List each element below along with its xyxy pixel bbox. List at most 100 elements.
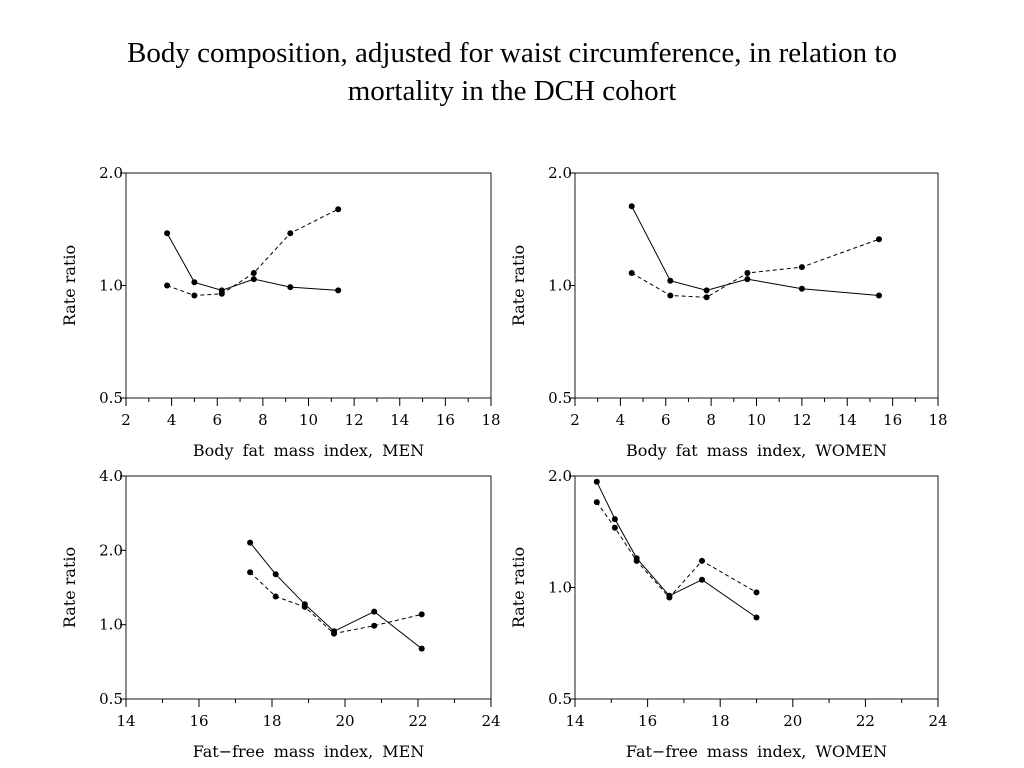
panel-body-fat-men: 2 4 6 8 10 12 14 16 18 0.5 1.0 2.0 Body fat mass ind… bbox=[60, 164, 501, 460]
y-axis-label: Rate ratio bbox=[60, 547, 79, 628]
x-tick-label: 14 bbox=[838, 411, 857, 429]
series-solid-line bbox=[166, 232, 339, 291]
series-solid-point bbox=[667, 277, 674, 284]
x-tick-label: 24 bbox=[481, 712, 500, 730]
plot-frame bbox=[125, 475, 492, 700]
x-tick-label: 14 bbox=[116, 712, 135, 730]
series-solid-point bbox=[798, 285, 805, 292]
y-tick-label: 1.0 bbox=[99, 277, 123, 295]
y-tick-label: 2.0 bbox=[99, 541, 123, 559]
series-dashed-point bbox=[744, 270, 751, 276]
y-axis-label: Rate ratio bbox=[509, 547, 528, 628]
series-dashed-point bbox=[335, 206, 342, 213]
x-tick-label: 16 bbox=[189, 712, 208, 730]
series-dashed-point bbox=[703, 294, 710, 301]
x-tick-label: 2 bbox=[570, 411, 580, 429]
series-solid-point bbox=[628, 203, 635, 210]
series-dashed-line bbox=[166, 208, 339, 297]
plot-frame bbox=[574, 475, 939, 700]
x-tick-label: 14 bbox=[390, 411, 409, 429]
x-axis-label: Fat−free mass index, MEN bbox=[193, 742, 425, 761]
series-dashed-point bbox=[699, 557, 705, 564]
series-solid-point bbox=[418, 645, 425, 652]
x-tick-label: 6 bbox=[212, 411, 222, 429]
panel-body-fat-women: 2 4 6 8 10 12 14 16 18 0.5 1.0 2.0 Body fat mass ind… bbox=[509, 164, 948, 460]
y-tick-label: 1.0 bbox=[99, 616, 123, 634]
series-dashed-point bbox=[666, 594, 673, 601]
series-dashed-point bbox=[247, 569, 254, 576]
series-dashed-point bbox=[191, 292, 198, 299]
panel-fat-free-women: 14 16 18 20 22 24 0.5 1.0 2.0 Fat−free mass index… bbox=[509, 467, 948, 761]
x-tick-label: 4 bbox=[616, 411, 626, 429]
x-axis-label: Body fat mass index, MEN bbox=[193, 441, 424, 460]
x-tick-label: 22 bbox=[408, 712, 427, 730]
series-solid-point bbox=[744, 276, 751, 283]
series-solid-point bbox=[371, 608, 378, 615]
x-tick-label: 18 bbox=[481, 411, 500, 429]
series-solid-point bbox=[593, 478, 600, 485]
y-axis-label: Rate ratio bbox=[60, 245, 79, 326]
series-solid-point bbox=[191, 279, 198, 286]
x-tick-label: 20 bbox=[335, 712, 354, 730]
y-tick-label: 4.0 bbox=[99, 467, 123, 485]
series-dashed-point bbox=[287, 230, 294, 237]
x-tick-label: 10 bbox=[299, 411, 318, 429]
y-tick-label: 2.0 bbox=[548, 467, 572, 485]
series-solid-point bbox=[699, 576, 705, 583]
series-dashed-point bbox=[272, 593, 279, 600]
page-title: Body composition, adjusted for waist cir… bbox=[0, 34, 1024, 110]
series-solid-line bbox=[596, 481, 757, 618]
y-tick-label: 1.0 bbox=[548, 277, 572, 295]
x-tick-label: 8 bbox=[258, 411, 268, 429]
y-tick-label: 2.0 bbox=[548, 164, 572, 182]
series-dashed-point bbox=[753, 589, 760, 596]
x-tick-label: 20 bbox=[783, 712, 802, 730]
series-dashed-point bbox=[301, 603, 308, 610]
x-tick-label: 22 bbox=[856, 712, 875, 730]
series-solid-point bbox=[164, 230, 171, 237]
x-tick-label: 6 bbox=[661, 411, 671, 429]
series-solid-line bbox=[631, 205, 880, 296]
series-dashed-point bbox=[798, 264, 805, 271]
x-tick-label: 2 bbox=[121, 411, 131, 429]
y-tick-label: 0.5 bbox=[99, 389, 123, 407]
y-tick-label: 2.0 bbox=[99, 164, 123, 182]
series-solid-line bbox=[249, 542, 423, 649]
x-tick-label: 16 bbox=[883, 411, 902, 429]
y-axis-label: Rate ratio bbox=[509, 245, 528, 326]
x-tick-label: 24 bbox=[928, 712, 947, 730]
series-solid-point bbox=[247, 539, 254, 546]
x-tick-label: 8 bbox=[706, 411, 716, 429]
series-dashed-point bbox=[611, 524, 618, 531]
x-axis-label: Body fat mass index, WOMEN bbox=[626, 441, 887, 460]
series-solid-point bbox=[250, 276, 257, 283]
x-tick-label: 12 bbox=[792, 411, 811, 429]
series-dashed-line bbox=[249, 571, 422, 635]
series-solid-point bbox=[272, 571, 279, 578]
series-dashed-point bbox=[628, 270, 635, 276]
series-dashed-point bbox=[593, 499, 600, 506]
series-solid-point bbox=[703, 287, 710, 294]
series-dashed-point bbox=[331, 630, 337, 637]
series-dashed-point bbox=[667, 292, 674, 299]
y-tick-label: 0.5 bbox=[99, 690, 123, 708]
series-dashed-point bbox=[164, 282, 171, 289]
series-dashed-line bbox=[631, 238, 880, 298]
series-dashed-point bbox=[876, 236, 882, 243]
y-tick-label: 0.5 bbox=[548, 389, 572, 407]
series-dashed-point bbox=[218, 290, 225, 297]
x-tick-label: 18 bbox=[711, 712, 730, 730]
y-tick-label: 1.0 bbox=[548, 579, 572, 597]
title-line-1: Body composition, adjusted for waist cir… bbox=[127, 37, 897, 69]
panel-fat-free-men: 14 16 18 20 22 24 0.5 1.0 2.0 4.0 Fat−free mass in… bbox=[60, 467, 501, 761]
x-tick-label: 14 bbox=[565, 712, 584, 730]
x-tick-label: 12 bbox=[345, 411, 364, 429]
series-solid-point bbox=[335, 287, 342, 294]
x-tick-label: 4 bbox=[167, 411, 177, 429]
x-tick-label: 10 bbox=[747, 411, 766, 429]
series-solid-point bbox=[611, 516, 618, 523]
series-solid-point bbox=[876, 292, 882, 299]
x-tick-label: 16 bbox=[436, 411, 455, 429]
series-solid-point bbox=[753, 614, 760, 621]
y-tick-label: 0.5 bbox=[548, 690, 572, 708]
